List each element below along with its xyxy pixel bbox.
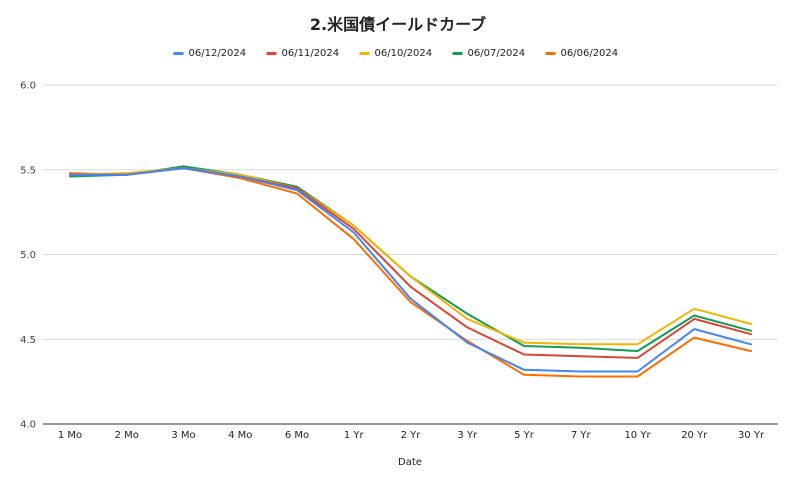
- legend-label: 06/06/2024: [561, 48, 619, 59]
- x-tick-label: 2 Mo: [115, 430, 139, 441]
- y-tick-label: 4.0: [20, 420, 36, 431]
- y-tick-label: 6.0: [20, 81, 36, 92]
- legend: 06/12/2024 06/11/2024 06/10/2024 06/07/2024…: [173, 48, 619, 59]
- x-tick-label: 2 Yr: [401, 430, 422, 441]
- x-tick-label: 4 Mo: [228, 430, 252, 441]
- legend-label: 06/12/2024: [189, 48, 247, 59]
- y-tick-label: 4.5: [20, 335, 36, 346]
- legend-swatch: [173, 52, 184, 55]
- x-tick-label: 7 Yr: [571, 430, 592, 441]
- y-tick-label: 5.5: [20, 165, 36, 176]
- x-tick-label: 3 Yr: [457, 430, 478, 441]
- legend-label: 06/11/2024: [282, 48, 340, 59]
- series-lines: [69, 165, 752, 378]
- legend-swatch: [545, 52, 556, 55]
- x-axis-label: Date: [398, 457, 422, 468]
- y-tick-label: 5.0: [20, 250, 36, 261]
- legend-swatch: [359, 52, 370, 55]
- x-tick-label: 5 Yr: [514, 430, 535, 441]
- legend-label: 06/07/2024: [468, 48, 526, 59]
- x-tick-label: 30 Yr: [738, 430, 765, 441]
- legend-label: 06/10/2024: [375, 48, 433, 59]
- x-axis-ticks: 1 Mo 2 Mo 3 Mo 4 Mo 6 Mo 1 Yr 2 Yr 3 Yr 5 Yr 7 Yr…: [58, 430, 765, 441]
- x-tick-label: 20 Yr: [681, 430, 708, 441]
- x-tick-label: 10 Yr: [624, 430, 651, 441]
- legend-swatch: [266, 52, 277, 55]
- series-line: [69, 167, 752, 373]
- chart-title: 2.米国債イールドカーブ: [310, 15, 486, 34]
- x-tick-label: 6 Mo: [285, 430, 309, 441]
- x-tick-label: 1 Yr: [344, 430, 365, 441]
- x-tick-label: 1 Mo: [58, 430, 82, 441]
- y-axis-ticks: 4.0 4.5 5.0 5.5 6.0: [20, 81, 36, 431]
- legend-swatch: [452, 52, 463, 55]
- x-tick-label: 3 Mo: [171, 430, 195, 441]
